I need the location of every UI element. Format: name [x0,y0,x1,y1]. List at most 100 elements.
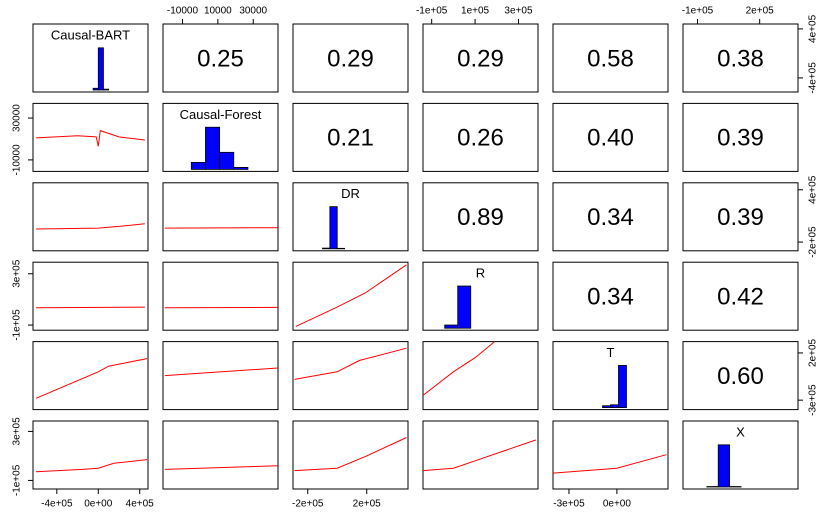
correlation: 0.34 [587,204,634,231]
histogram-bar [190,161,206,170]
histogram-bar [329,206,338,250]
smoother-line [294,347,407,380]
x-tick-label: 3e+05 [504,6,533,17]
y-tick-label: -1e+05 [12,309,23,341]
panel-frame [32,182,149,252]
panel-frame [422,261,539,331]
panel-frame [422,102,539,172]
smoother-line [36,306,145,309]
x-tick-label: -4e+05 [41,499,73,510]
x-tick-label: -1e+05 [682,6,714,17]
panel-frame [162,261,279,331]
y-tick-label: -4e+05 [808,62,819,94]
correlation: 0.34 [587,284,634,311]
panel-frame [552,102,669,172]
correlation: 0.21 [327,125,374,152]
x-tick-label: 0e+00 [84,499,113,510]
histogram-bar [457,285,472,329]
y-tick-label: 4e+05 [808,175,819,204]
correlation: 0.39 [717,125,764,152]
correlation: 0.89 [457,204,504,231]
correlation: 0.60 [717,363,764,390]
panel-frame [162,420,279,490]
panel-frame [292,182,409,252]
y-tick-label: -1e+05 [12,464,23,496]
x-tick-label: 30000 [239,6,267,17]
variable-name: Causal-BART [51,27,130,42]
correlation: 0.42 [717,284,764,311]
panel-frame [32,261,149,331]
panel-frame [162,102,279,172]
panel-frame [32,341,149,411]
correlation: 0.38 [717,45,764,72]
panel-frame [682,23,799,93]
panel-frame [552,341,669,411]
panel-frame [292,261,409,331]
smoother-line [422,341,495,396]
correlation: 0.25 [197,45,244,72]
panel-frame [552,420,669,490]
histogram-bar [444,324,459,329]
panel-frame [162,23,279,93]
panel-frame [292,420,409,490]
x-tick-label: 2e+05 [353,499,382,510]
smoother-line [36,129,145,147]
correlation: 0.58 [587,45,634,72]
x-tick-label: 10000 [204,6,232,17]
smoother-line [35,358,148,399]
correlation: 0.26 [457,125,504,152]
y-tick-label: 2e+05 [808,338,819,367]
x-tick-label: -1e+05 [416,6,448,17]
smoother-line [294,437,407,472]
smoother-line [36,223,145,230]
panel-frame [552,261,669,331]
panel-frame [422,182,539,252]
panel-frame [162,341,279,411]
y-tick-label: 4e+05 [808,14,819,43]
panel-frame [682,341,799,411]
panel-frame [32,420,149,490]
correlation: 0.29 [457,45,504,72]
panel-frame [552,23,669,93]
panel-frame [422,420,539,490]
x-tick-label: -3e+05 [553,499,585,510]
variable-name: X [736,424,745,439]
histogram-bar [103,88,110,91]
histogram-bar [97,47,104,91]
smoother-line [422,439,536,472]
histogram-bar [610,404,619,409]
panel-frame [422,341,539,411]
x-tick-label: -2e+05 [292,499,324,510]
panel-frame [292,341,409,411]
panel-frame [682,261,799,331]
y-tick-label: -10000 [12,144,23,176]
x-tick-label: -10000 [167,6,199,17]
y-tick-label: 30000 [12,104,23,132]
y-tick-label: -3e+05 [808,384,819,416]
y-tick-label: 3e+05 [12,259,23,288]
smoother-line [36,459,148,473]
histogram-bar [602,405,611,409]
x-tick-label: 2e+05 [746,6,775,17]
panel-frame [292,102,409,172]
variable-name: DR [341,186,360,201]
variable-name: T [607,345,615,360]
panel-frame [162,182,279,252]
y-tick-label: 3e+05 [12,417,23,446]
panel-frame [552,182,669,252]
panel-frame [32,102,149,172]
smoother-line [164,367,279,377]
histogram-bar [233,166,249,170]
x-tick-label: 4e+05 [126,499,155,510]
histogram-bar [92,87,99,91]
panel-frame [292,23,409,93]
x-tick-label: 1e+05 [461,6,490,17]
correlation: 0.39 [717,204,764,231]
smoother-line [552,454,667,474]
panel-frame [682,102,799,172]
x-tick-label: 0e+00 [603,499,632,510]
smoother-line [164,465,279,470]
histogram-bar [618,365,627,409]
correlation: 0.29 [327,45,374,72]
